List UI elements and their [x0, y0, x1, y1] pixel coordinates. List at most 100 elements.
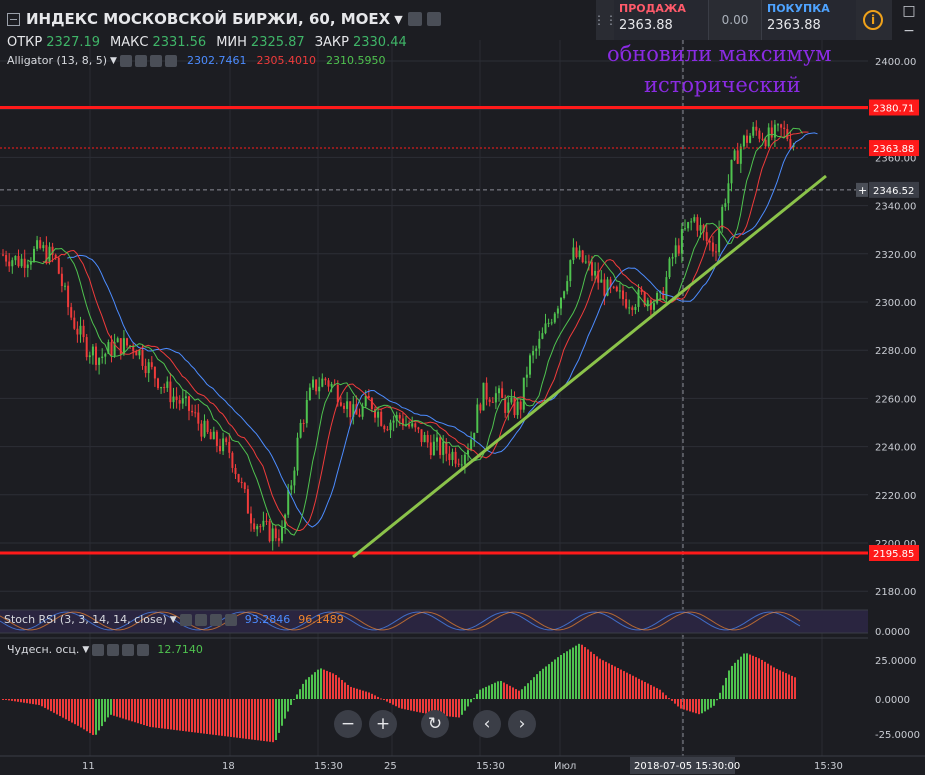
drag-handle-icon[interactable]: ⋮⋮ — [593, 13, 617, 27]
candle-body — [429, 442, 432, 456]
candle-body — [11, 260, 14, 267]
candle-body — [206, 420, 209, 433]
price-tick-label: 2400.00 — [875, 57, 916, 68]
candle-body — [327, 380, 330, 387]
candle-body — [343, 405, 345, 409]
eye-icon[interactable] — [179, 613, 192, 626]
alligator-label[interactable]: Alligator (13, 8, 5) — [7, 54, 108, 67]
candle-body — [727, 183, 730, 204]
candle-body — [687, 222, 690, 229]
candle-body — [597, 270, 600, 283]
candle-body — [470, 439, 473, 451]
close-icon[interactable] — [137, 643, 150, 656]
ao-bar — [776, 668, 778, 699]
scroll-left-button[interactable]: ‹ — [473, 710, 501, 738]
stoch-rsi-legend[interactable]: Stoch RSI (3, 3, 14, 14, close) ▼ 93.284… — [4, 613, 344, 626]
dropdown-icon[interactable]: ▼ — [110, 55, 117, 66]
info-button[interactable]: i — [856, 0, 890, 40]
close-icon[interactable] — [224, 613, 237, 626]
settings-icon[interactable] — [107, 643, 120, 656]
price-tick-label: 2260.00 — [875, 394, 916, 405]
candle-body — [622, 290, 624, 300]
candle-body — [296, 437, 299, 471]
dropdown-icon[interactable]: ▼ — [82, 644, 90, 655]
candle-body — [73, 317, 76, 329]
eye-icon[interactable] — [119, 54, 132, 67]
trade-panel: ⋮⋮ ПРОДАЖА 2363.88 0.00 ПОКУПКА 2363.88 … — [593, 0, 892, 40]
price-tag-high-bg — [869, 99, 919, 116]
ao-bar — [617, 668, 619, 699]
ao-bar — [764, 661, 766, 699]
ao-bar — [506, 684, 508, 699]
candle-body — [29, 261, 32, 265]
candle-body — [702, 225, 705, 233]
ao-bar — [488, 685, 490, 699]
minimize-button[interactable]: − — [903, 23, 915, 39]
candle-body — [107, 342, 110, 354]
ao-bar — [29, 699, 31, 704]
ao-bar — [275, 699, 277, 741]
ao-legend[interactable]: Чудесн. осц. ▼ 12.7140 — [7, 643, 203, 656]
candle-body — [104, 353, 107, 357]
ao-bar — [260, 699, 262, 741]
ao-bar — [758, 658, 760, 699]
spacer — [404, 710, 414, 738]
settings-icon[interactable] — [194, 613, 207, 626]
candle-body — [711, 242, 714, 252]
price-tick-label: 2360.00 — [875, 153, 916, 164]
price-tick-label: 2200.00 — [875, 539, 916, 550]
candle-body — [473, 432, 476, 440]
buy-button[interactable]: ПОКУПКА 2363.88 — [761, 0, 856, 40]
maximize-button[interactable]: □ — [902, 3, 916, 19]
add-icon[interactable] — [149, 54, 162, 67]
dropdown-icon[interactable]: ▼ — [169, 614, 177, 625]
eye-icon[interactable] — [407, 12, 422, 26]
candle-body — [761, 138, 764, 140]
price-tick-label: 2340.00 — [875, 202, 916, 213]
ao-bar — [68, 699, 70, 721]
add-icon[interactable] — [122, 643, 135, 656]
ao-bar — [362, 690, 364, 699]
candle-body — [324, 378, 327, 381]
zoom-out-button[interactable]: − — [334, 710, 362, 738]
time-tick-label: 15:30 — [314, 761, 343, 772]
candle-body — [147, 362, 150, 374]
add-icon[interactable] — [209, 613, 222, 626]
eye-icon[interactable] — [92, 643, 105, 656]
candle-body — [575, 247, 578, 258]
collapse-icon[interactable] — [7, 12, 20, 26]
price-axis-bg — [868, 40, 925, 610]
ao-bar — [668, 698, 670, 700]
sell-button[interactable]: ПРОДАЖА 2363.88 — [614, 0, 709, 40]
candle-body — [625, 299, 628, 308]
candle-body — [541, 333, 544, 339]
zoom-in-button[interactable]: + — [369, 710, 397, 738]
ao-bar — [446, 699, 448, 717]
candle-body — [259, 526, 262, 528]
alligator-legend[interactable]: Alligator (13, 8, 5) ▼ 2302.7461 2305.40… — [7, 54, 385, 67]
candle-body — [566, 281, 569, 292]
dropdown-icon[interactable]: ▼ — [394, 12, 403, 26]
settings-icon[interactable] — [134, 54, 147, 67]
stoch-rsi-label[interactable]: Stoch RSI (3, 3, 14, 14, close) — [4, 613, 167, 626]
settings-icon[interactable] — [426, 12, 441, 26]
ao-bar — [101, 699, 103, 727]
candle-body — [172, 396, 175, 403]
reset-button[interactable]: ↻ — [421, 710, 449, 738]
ao-label[interactable]: Чудесн. осц. — [7, 643, 80, 656]
scroll-right-button[interactable]: › — [508, 710, 536, 738]
symbol-title[interactable]: ИНДЕКС МОСКОВСКОЙ БИРЖИ, 60, MOEX — [26, 10, 391, 28]
ao-bar — [332, 673, 334, 699]
candle-body — [101, 356, 104, 358]
candle-body — [98, 357, 101, 365]
candle-body — [504, 397, 507, 413]
candle-body — [532, 351, 535, 356]
close-icon[interactable] — [164, 54, 177, 67]
candle-body — [299, 423, 302, 438]
candle-body — [525, 374, 528, 378]
candle-body — [243, 482, 246, 490]
ao-bar — [179, 699, 181, 731]
candle-body — [634, 306, 637, 311]
price-tick-label: 2320.00 — [875, 250, 916, 261]
